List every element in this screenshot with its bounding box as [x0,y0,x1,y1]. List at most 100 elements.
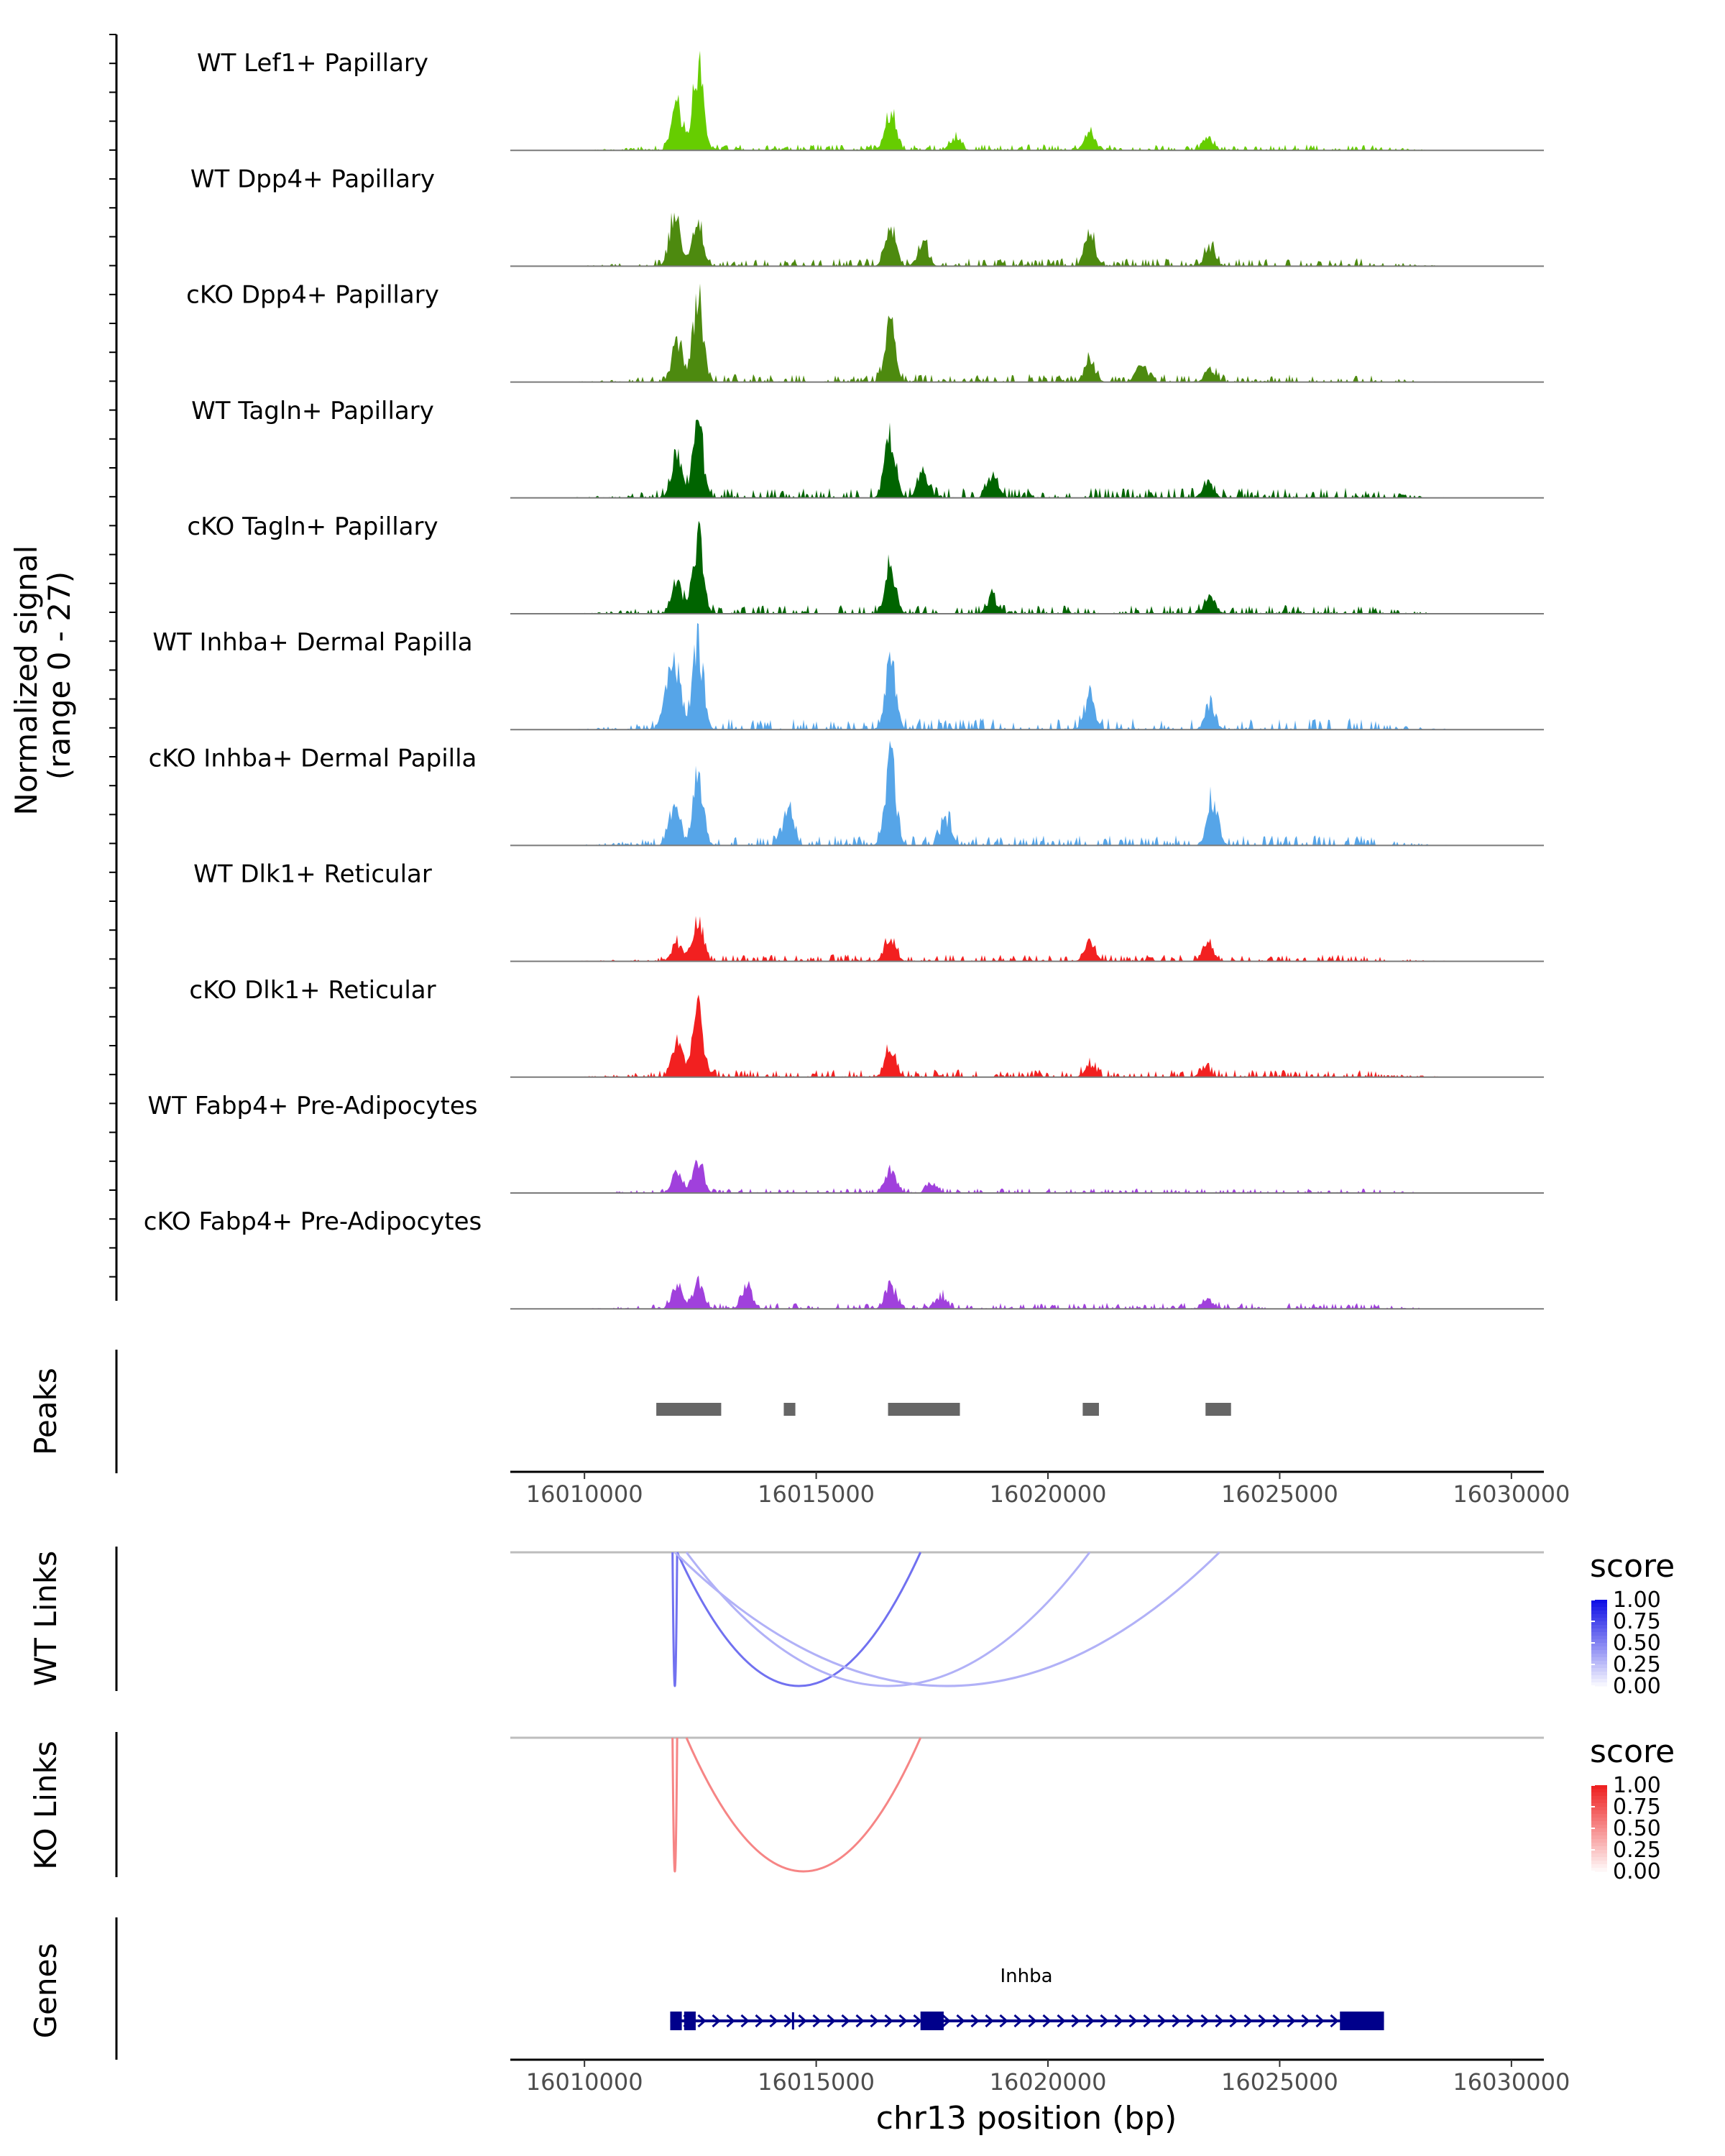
inhba-gene-model [670,2012,1384,2030]
ko-legend-ticks: 1.000.750.500.250.00 [1591,1773,1661,1884]
legend-gradient-step [1591,1803,1607,1807]
legend-gradient-step [1591,1654,1607,1658]
legend-gradient-step [1591,1792,1607,1797]
coverage-area [510,50,1544,151]
coverage-track-label: WT Tagln+ Papillary [191,397,434,425]
link-arc [676,1552,922,1687]
coverage-track-label: WT Lef1+ Papillary [197,49,428,78]
legend-gradient-step [1591,1814,1607,1818]
legend-gradient-step [1591,1818,1607,1822]
strand-chevron [884,2014,893,2028]
x-axis-title: chr13 position (bp) [876,2100,1177,2137]
strand-chevron [812,2014,822,2028]
coverage-track-label: WT Dpp4+ Papillary [190,165,435,193]
legend-tick-label: 0.50 [1613,1631,1661,1656]
legend-gradient-step [1591,1861,1607,1865]
legend-tick-label: 0.75 [1613,1609,1661,1634]
strand-chevron [841,2014,850,2028]
legend-gradient-step [1591,1600,1607,1604]
strand-chevron [1057,2014,1066,2028]
ko-score-legend: score 1.000.750.500.250.00 [1590,1733,1675,1884]
coverage-tracks: WT Lef1+ Papillary WT Dpp4+ Papillary cKO … [144,49,1544,1310]
legend-tick-label: 0.25 [1613,1652,1661,1677]
ko-link-arcs [671,1737,922,1873]
link-arc [673,1551,1220,1687]
x-axis-upper: 16010000 16015000 16020000 16025000 16030000 [510,1470,1570,1508]
strand-chevron [870,2014,879,2028]
strand-chevron [942,2014,951,2028]
strand-chevron [1128,2014,1138,2028]
coverage-track-label: cKO Dpp4+ Papillary [186,281,439,310]
legend-tick-label: 1.00 [1613,1588,1661,1613]
legend-gradient-step [1591,1807,1607,1811]
strand-chevron [1215,2014,1224,2028]
strand-chevron [783,2014,793,2028]
legend-tick-label: 0.25 [1613,1838,1661,1863]
strand-chevron [1330,2014,1339,2028]
x-tick-label: 16020000 [990,2068,1107,2096]
strand-chevron [1229,2014,1238,2028]
coverage-track: WT Dpp4+ Papillary [190,165,1544,267]
coverage-area [510,212,1544,267]
x-tick-label: 16030000 [1453,2068,1570,2096]
legend-gradient-step [1591,1828,1607,1833]
legend-gradient-step [1591,1661,1607,1665]
peaks-panel: Peaks 16010000 16015000 16020000 16025000 16… [28,1350,1570,1508]
legend-gradient-step [1591,1650,1607,1654]
coverage-track: cKO Inhba+ Dermal Papilla [149,740,1544,847]
x-tick-label: 16020000 [990,1480,1107,1508]
legend-gradient-step [1591,1821,1607,1825]
strand-chevron [1172,2014,1181,2028]
coverage-panel: Normalized signal (range 0 - 27) WT Lef1… [9,34,1544,1310]
peak-bar [1205,1403,1231,1416]
legend-gradient-step [1591,1614,1607,1618]
strand-chevron [1200,2014,1210,2028]
coverage-track-label: cKO Fabp4+ Pre-Adipocytes [144,1207,482,1236]
coverage-track: cKO Fabp4+ Pre-Adipocytes [144,1207,1544,1310]
strand-chevron [769,2014,778,2028]
ko-links-panel: KO Links score 1.000.750.500.250.00 [28,1732,1675,1884]
coverage-area [510,916,1544,962]
legend-gradient-step [1591,1672,1607,1676]
strand-chevron [1301,2014,1310,2028]
wt-link-arcs [671,1551,1220,1687]
ko-legend-title: score [1590,1733,1675,1770]
coverage-track: WT Tagln+ Papillary [191,397,1544,499]
strand-chevron [755,2014,764,2028]
strand-chevron [898,2014,908,2028]
strand-chevron [913,2014,922,2028]
gene-exon [1340,2012,1384,2030]
legend-gradient-step [1591,1675,1607,1680]
legend-gradient-step [1591,1789,1607,1793]
coverage-area [510,623,1544,730]
legend-tick-label: 0.75 [1613,1795,1661,1820]
strand-chevron [697,2014,707,2028]
strand-chevron [798,2014,807,2028]
legend-tick-label: 0.50 [1613,1816,1661,1841]
wt-legend-ticks: 1.000.750.500.250.00 [1591,1588,1661,1699]
peak-bar [888,1403,960,1416]
strand-chevron [1315,2014,1325,2028]
legend-gradient-step [1591,1603,1607,1608]
wt-legend-colorbar [1591,1600,1607,1687]
legend-gradient-step [1591,1607,1607,1611]
strand-chevron [1157,2014,1167,2028]
strand-chevron [1028,2014,1037,2028]
genes-panel: Genes Inhba 16010000 16015000 16020000 1602… [28,1917,1570,2137]
x-tick-label: 16010000 [526,1480,643,1508]
gene-exon [670,2012,682,2030]
strand-chevron [827,2014,836,2028]
wt-legend-title: score [1590,1548,1675,1585]
wt-score-legend: score 1.000.750.500.250.00 [1590,1548,1675,1699]
strand-chevron [1143,2014,1152,2028]
gene-exon [684,2012,696,2030]
legend-gradient-step [1591,1643,1607,1647]
coverage-track-label: WT Fabp4+ Pre-Adipocytes [148,1092,478,1120]
legend-tick-label: 1.00 [1613,1773,1661,1798]
strand-chevron [1085,2014,1095,2028]
strand-chevron [1186,2014,1195,2028]
legend-gradient-step [1591,1832,1607,1836]
legend-gradient-step [1591,1843,1607,1847]
genes-panel-label: Genes [28,1943,63,2039]
